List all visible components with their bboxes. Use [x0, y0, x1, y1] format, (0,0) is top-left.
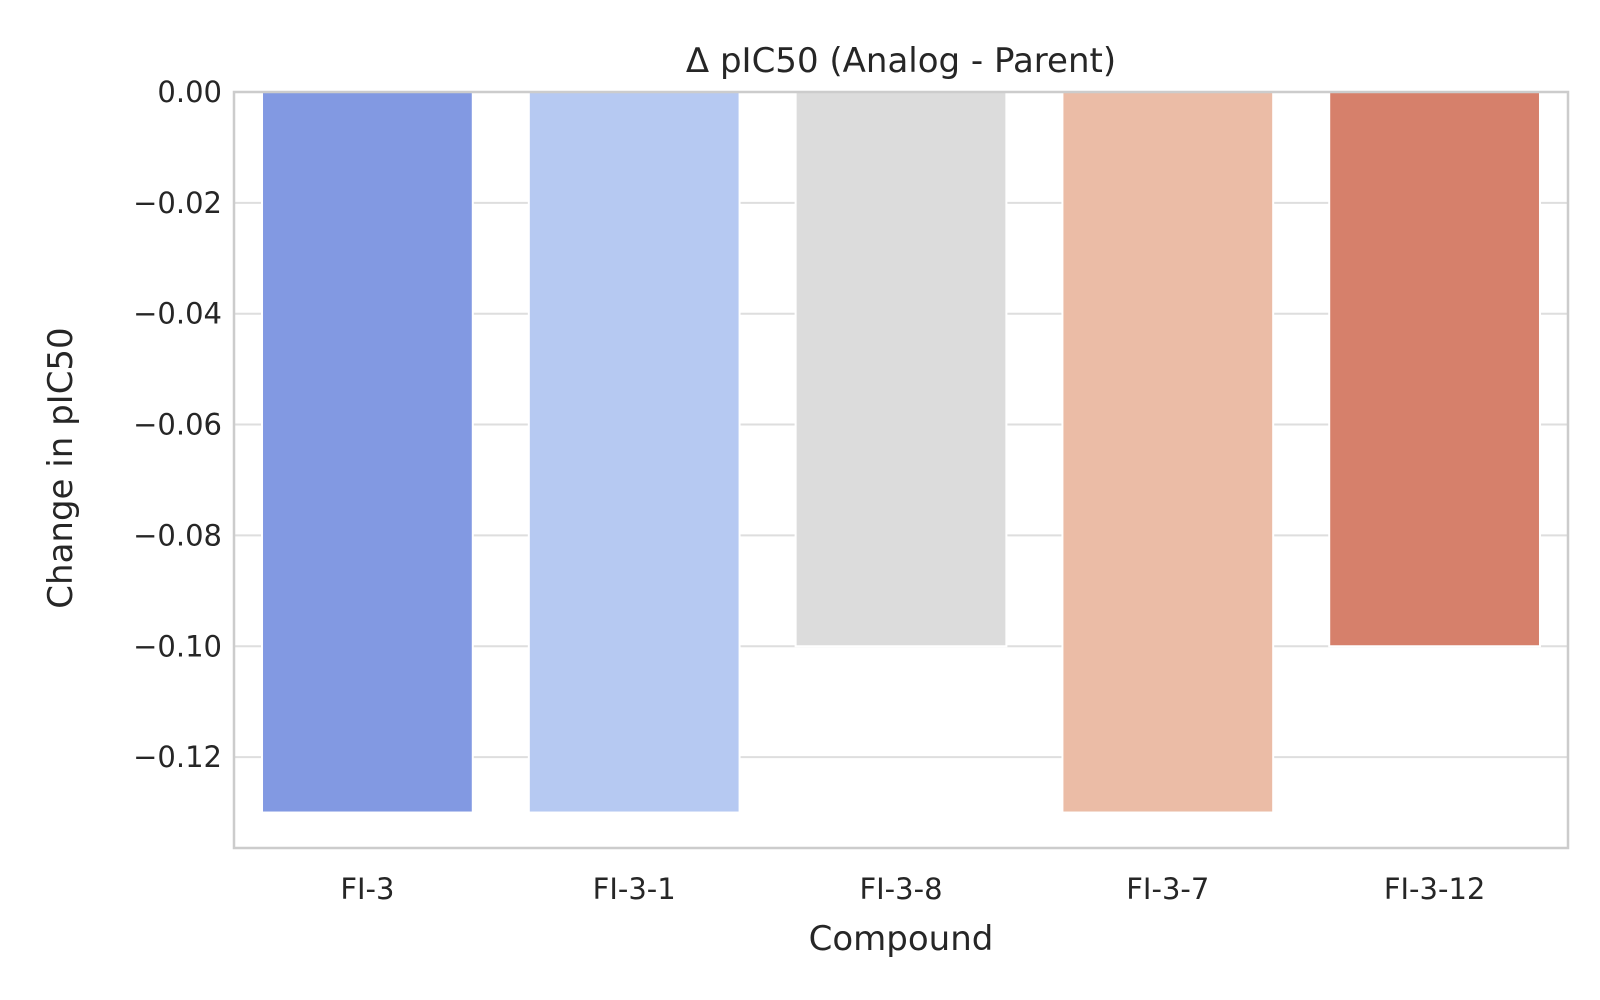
y-tick-label: −0.10 [133, 629, 222, 663]
y-tick-label: −0.12 [133, 740, 222, 774]
bars [261, 91, 1541, 814]
x-axis-title: Compound [809, 919, 994, 959]
y-tick-label: −0.02 [133, 186, 222, 220]
y-tick-label: −0.04 [133, 297, 222, 331]
y-axis-title: Change in pIC50 [41, 327, 81, 608]
x-tick-label: FI-3-12 [1384, 872, 1486, 906]
y-tick-label: −0.06 [133, 408, 222, 442]
bar-fi-3-1 [527, 91, 741, 814]
y-tick-label: 0.00 [157, 75, 222, 109]
bar-fi-3-12 [1328, 91, 1541, 648]
x-tick-label: FI-3-8 [859, 872, 942, 906]
bar-fi-3 [261, 91, 474, 814]
x-tick-labels: FI-3 FI-3-1 FI-3-8 FI-3-7 FI-3-12 [340, 872, 1485, 906]
bar-fi-3-7 [1061, 91, 1275, 814]
bar-fi-3-8 [794, 91, 1008, 648]
plot-frame [232, 90, 1570, 850]
x-tick-label: FI-3-1 [593, 872, 676, 906]
chart-title: Δ pIC50 (Analog - Parent) [686, 41, 1116, 81]
y-tick-labels: 0.00 −0.02 −0.04 −0.06 −0.08 −0.10 −0.12 [133, 75, 222, 774]
x-tick-label: FI-3 [340, 872, 394, 906]
x-tick-label: FI-3-7 [1126, 872, 1209, 906]
y-tick-label: −0.08 [133, 518, 222, 552]
